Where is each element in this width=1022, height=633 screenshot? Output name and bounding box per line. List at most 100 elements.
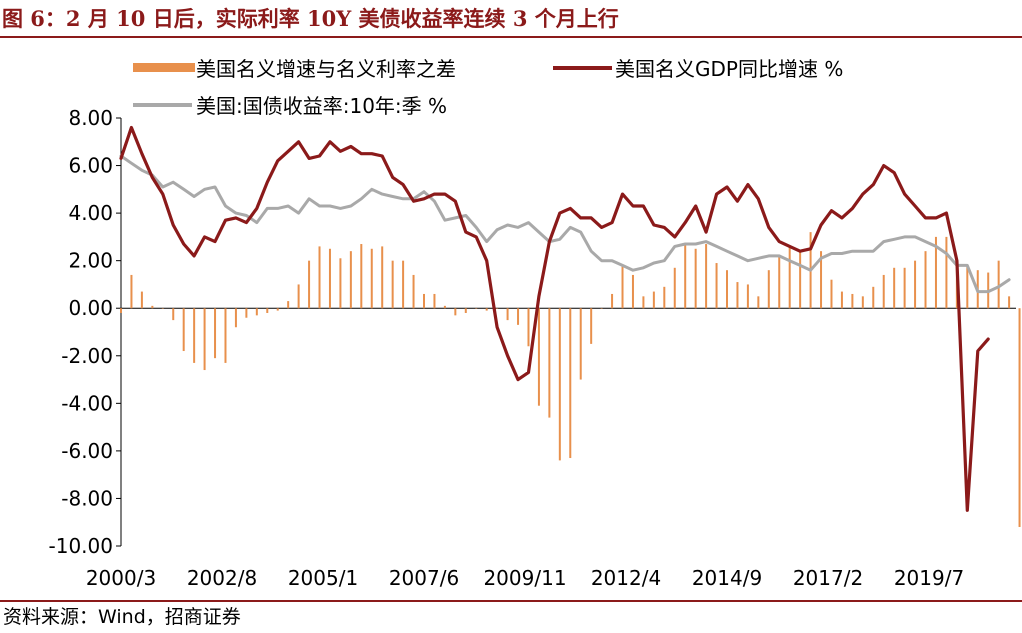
bar-spread <box>767 270 770 309</box>
bar-spread <box>475 308 478 309</box>
bar-spread <box>412 274 415 309</box>
bar-spread <box>381 246 384 309</box>
y-axis: 8.00 6.00 4.00 2.00 0.00 -2.00 -4.00 -6.00 -8.00… <box>49 106 122 558</box>
bar-spread <box>245 308 248 318</box>
x-tick-label: 2009/11 <box>483 566 566 590</box>
bar-spread <box>234 308 237 328</box>
bar-spread <box>172 308 175 321</box>
chart-area: 美国名义增速与名义利率之差 美国名义GDP同比增速 % 美国:国债收益率:10年… <box>49 57 1021 590</box>
y-tick-label: 0.00 <box>68 296 113 320</box>
bar-spread <box>631 274 634 309</box>
y-tick-label: 8.00 <box>68 106 113 130</box>
line-series-bond-yield <box>119 154 1011 294</box>
bar-spread <box>308 260 311 309</box>
y-tick-label: -6.00 <box>61 439 113 463</box>
bar-spread <box>1008 296 1011 309</box>
bar-spread <box>182 308 185 352</box>
bar-spread <box>391 260 394 309</box>
bar-spread <box>788 246 791 309</box>
bar-spread <box>214 308 217 359</box>
bar-spread <box>130 274 133 309</box>
y-tick-label: 2.00 <box>68 249 113 273</box>
bar-spread <box>328 248 331 309</box>
bar-spread <box>1018 308 1021 527</box>
bar-spread <box>600 308 603 309</box>
bar-spread <box>464 308 467 313</box>
bar-spread <box>443 305 446 309</box>
bar-spread <box>705 244 708 309</box>
bar-spread <box>590 308 593 344</box>
bar-spread <box>830 279 833 309</box>
bar-spread <box>861 296 864 309</box>
legend-label-spread: 美国名义增速与名义利率之差 <box>196 57 456 81</box>
line-series-gdp <box>119 125 990 512</box>
bar-spread <box>872 286 875 309</box>
bar-spread <box>161 308 164 309</box>
y-tick-label: -4.00 <box>61 391 113 415</box>
bar-spread <box>736 282 739 309</box>
chart-legend: 美国名义增速与名义利率之差 美国名义GDP同比增速 % 美国:国债收益率:10年… <box>133 57 843 118</box>
bar-spread <box>715 263 718 309</box>
bar-spread <box>120 308 122 313</box>
bar-spread <box>276 308 279 311</box>
x-tick-label: 2019/7 <box>894 566 964 590</box>
bar-spread <box>663 286 666 309</box>
bar-spread <box>297 284 300 309</box>
chart-title: 图 6：2 月 10 日后，实际利率 10Y 美债收益率连续 3 个月上行 <box>2 6 619 31</box>
bar-spread <box>349 251 352 309</box>
x-tick-label: 2012/4 <box>591 566 661 590</box>
bar-spread <box>840 291 843 309</box>
bar-spread <box>726 270 728 309</box>
bar-spread <box>193 308 196 363</box>
bar-spread <box>903 267 906 309</box>
x-tick-label: 2000/3 <box>86 566 156 590</box>
x-tick-label: 2007/6 <box>389 566 459 590</box>
bar-spread <box>569 308 572 459</box>
bar-spread <box>579 308 582 380</box>
bar-spread <box>924 251 927 309</box>
bar-spread <box>642 296 645 309</box>
bar-spread <box>746 284 749 309</box>
legend-label-gdp: 美国名义GDP同比增速 % <box>615 57 843 81</box>
x-axis: 2000/3 2002/8 2005/1 2007/6 2009/11 2012/4 201… <box>86 307 1016 590</box>
source-note: 资料来源：Wind，招商证券 <box>3 606 241 628</box>
bar-spread <box>757 296 760 309</box>
bar-spread <box>224 308 227 363</box>
bar-spread <box>402 260 405 309</box>
x-tick-label: 2014/9 <box>692 566 762 590</box>
bar-spread <box>914 260 917 309</box>
bar-spread <box>966 265 969 309</box>
bar-spread <box>882 274 885 309</box>
y-tick-label: -8.00 <box>61 486 113 510</box>
bar-spread <box>360 244 363 309</box>
bar-spread <box>517 308 520 325</box>
legend-swatch-spread-bars <box>133 63 195 72</box>
bar-spread <box>318 246 321 309</box>
x-tick-label: 2017/2 <box>793 566 863 590</box>
bar-spread <box>527 308 530 347</box>
y-tick-label: 6.00 <box>68 154 113 178</box>
bar-spread <box>558 308 561 461</box>
y-tick-label: 4.00 <box>68 201 113 225</box>
bar-spread <box>997 260 1000 309</box>
x-tick-label: 2005/1 <box>288 566 358 590</box>
bar-spread <box>255 308 258 316</box>
bar-spread <box>934 236 937 309</box>
y-tick-label: -10.00 <box>49 534 113 558</box>
bar-spread <box>506 308 509 321</box>
bar-spread <box>893 267 896 309</box>
bar-spread <box>652 291 655 309</box>
bar-spread <box>851 293 854 309</box>
bar-spread <box>611 293 614 309</box>
line-series <box>119 125 1011 512</box>
bar-spread <box>820 251 823 309</box>
bar-spread <box>537 308 540 406</box>
bar-spread <box>778 255 781 309</box>
bar-series-spread <box>120 232 1021 527</box>
legend-label-bond: 美国:国债收益率:10年:季 % <box>196 94 447 118</box>
x-tick-label: 2002/8 <box>187 566 257 590</box>
bar-spread <box>694 248 697 309</box>
bar-spread <box>945 236 948 309</box>
bar-spread <box>140 291 143 309</box>
bar-spread <box>370 248 373 309</box>
